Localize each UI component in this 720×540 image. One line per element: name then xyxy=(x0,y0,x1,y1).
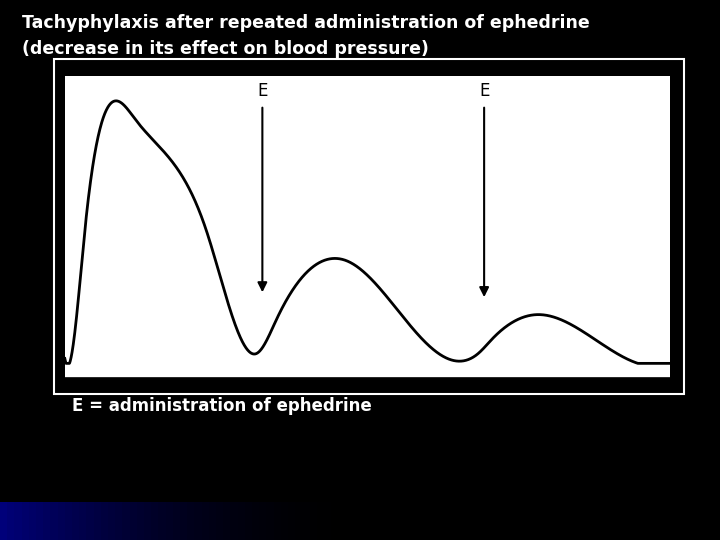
Text: E: E xyxy=(257,82,268,100)
Text: (decrease in its effect on blood pressure): (decrease in its effect on blood pressur… xyxy=(22,40,428,58)
Text: E: E xyxy=(43,121,54,139)
Text: E: E xyxy=(479,82,490,100)
Text: Tachyphylaxis after repeated administration of ephedrine: Tachyphylaxis after repeated administrat… xyxy=(22,14,590,31)
Text: E = administration of ephedrine: E = administration of ephedrine xyxy=(72,397,372,415)
Text: min: min xyxy=(685,378,712,392)
